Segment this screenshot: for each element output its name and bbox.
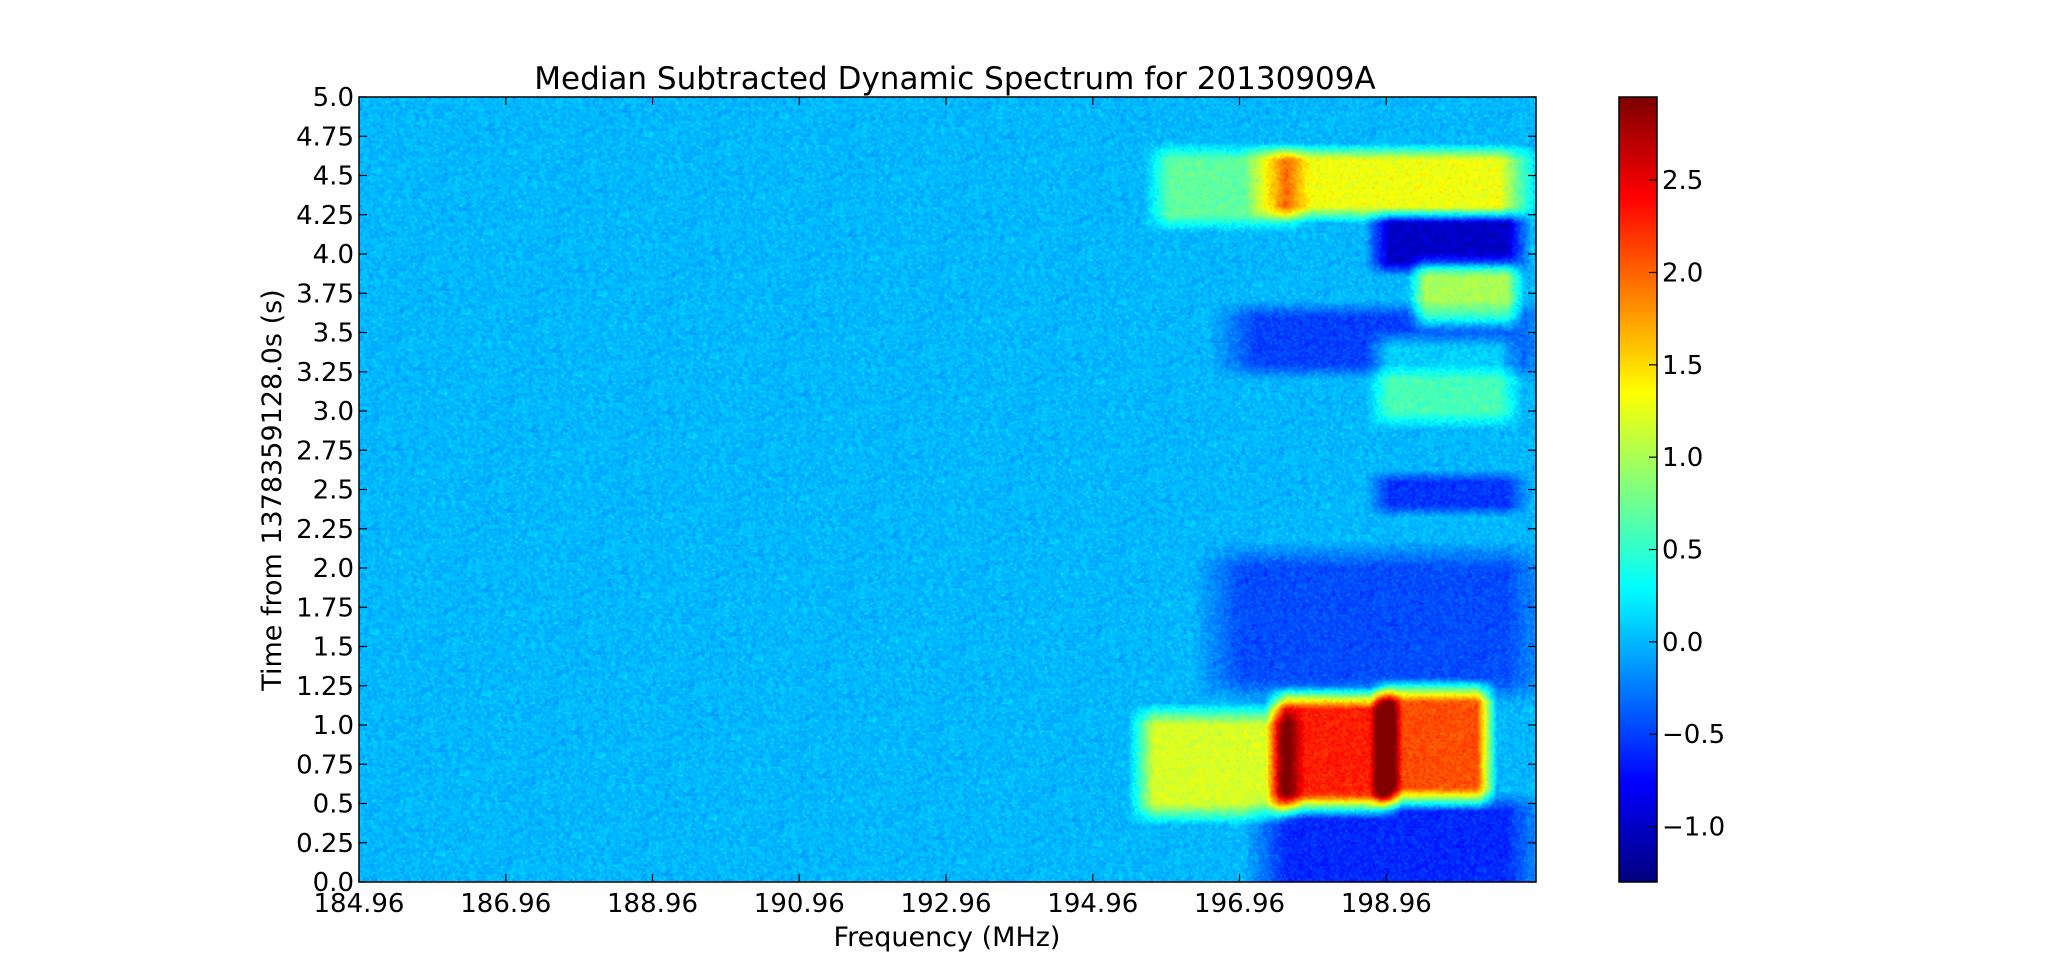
x-axis-label: Frequency (MHz) [834, 922, 1061, 953]
y-tick-label: 3.75 [296, 279, 354, 309]
y-tick-label: 1.25 [296, 672, 354, 702]
x-axis: 184.96 186.96 188.96 190.96 192.96 194.96 196.… [314, 97, 1432, 919]
y-tick-label: 0.75 [296, 750, 354, 780]
y-tick-label: 0.25 [296, 829, 354, 859]
colorbar-gradient [1619, 97, 1657, 882]
y-tick-label: 3.5 [313, 319, 354, 349]
heatmap-image [359, 97, 1536, 882]
chart-title: Median Subtracted Dynamic Spectrum for 2… [534, 61, 1375, 97]
y-tick-label: 2.0 [313, 554, 354, 584]
x-tick-label: 196.96 [1194, 889, 1285, 919]
colorbar: −1.0 −0.5 0.0 0.5 1.0 1.5 2.0 2.5 [1618, 96, 1725, 883]
x-tick-label: 188.96 [607, 889, 698, 919]
y-axis-label: Time from 1378359128.0s (s) [257, 289, 288, 691]
colorbar-ticks: −1.0 −0.5 0.0 0.5 1.0 1.5 2.0 2.5 [1649, 166, 1725, 843]
y-tick-label: 1.0 [313, 711, 354, 741]
colorbar-tick-label: 1.0 [1662, 443, 1703, 473]
colorbar-tick-label: 0.5 [1662, 536, 1703, 566]
colorbar-tick-label: 0.0 [1662, 628, 1703, 658]
colorbar-tick-label: 2.5 [1662, 166, 1703, 196]
y-tick-label: 3.25 [296, 358, 354, 388]
x-tick-label: 192.96 [901, 889, 992, 919]
x-tick-label: 184.96 [314, 889, 405, 919]
y-tick-label: 4.25 [296, 201, 354, 231]
x-tick-label: 190.96 [754, 889, 845, 919]
y-tick-label: 1.75 [296, 593, 354, 623]
colorbar-tick-label: 2.0 [1662, 258, 1703, 288]
colorbar-tick-label: −0.5 [1662, 720, 1725, 750]
y-tick-label: 2.75 [296, 436, 354, 466]
y-tick-label: 2.25 [296, 515, 354, 545]
y-tick-label: 0.0 [313, 868, 354, 898]
y-axis: 0.0 0.25 0.5 0.75 1.0 1.25 1.5 1.75 2.0 2.25 2.5 2.… [296, 83, 1536, 898]
y-tick-label: 3.0 [313, 397, 354, 427]
x-tick-label: 194.96 [1047, 889, 1138, 919]
colorbar-frame [1618, 96, 1658, 883]
y-tick-label: 1.5 [313, 633, 354, 663]
y-tick-label: 4.5 [313, 162, 354, 192]
y-tick-label: 4.0 [313, 240, 354, 270]
x-tick-label: 186.96 [460, 889, 551, 919]
y-tick-label: 0.5 [313, 790, 354, 820]
colorbar-tick-label: 1.5 [1662, 351, 1703, 381]
x-tick-label: 198.96 [1341, 889, 1432, 919]
y-tick-label: 4.75 [296, 122, 354, 152]
heatmap-area [358, 96, 1537, 883]
colorbar-tick-label: −1.0 [1662, 813, 1725, 843]
y-tick-label: 2.5 [313, 476, 354, 506]
y-tick-label: 5.0 [313, 83, 354, 113]
